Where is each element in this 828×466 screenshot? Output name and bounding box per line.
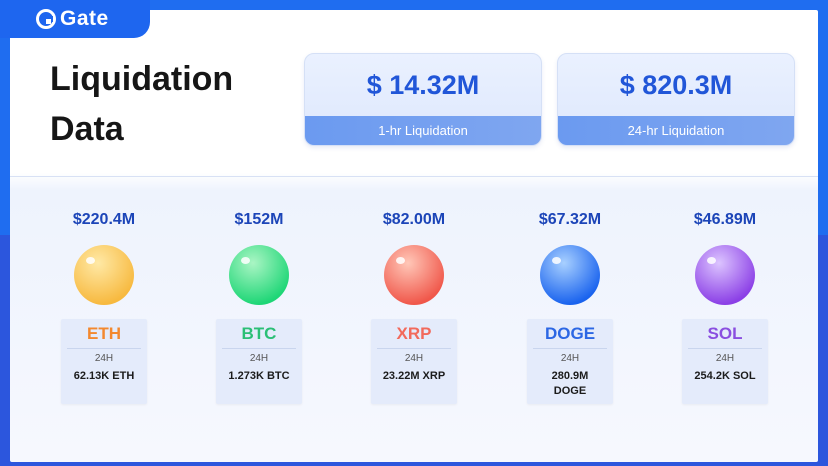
logo-tab: Gate	[0, 0, 150, 38]
coin-card: SOL 24H 254.2K SOL	[682, 319, 768, 404]
stat-card-1hr: $ 14.32M 1-hr Liquidation	[304, 53, 542, 146]
coin-period: 24H	[560, 353, 580, 364]
gate-logo: Gate	[36, 6, 109, 32]
coin-symbol: SOL	[707, 324, 743, 343]
coin-amount: $46.89M	[693, 211, 757, 228]
coin-btc: $152M BTC 24H 1.273K BTC	[199, 207, 319, 404]
coin-card: XRP 24H 23.22M XRP	[371, 319, 457, 404]
stat-label: 1-hr Liquidation	[305, 116, 541, 145]
card-divider	[67, 348, 141, 349]
stat-label: 24-hr Liquidation	[558, 116, 794, 145]
page-title: Liquidation Data	[50, 54, 233, 154]
coin-card: DOGE 24H 280.9M DOGE	[527, 319, 613, 404]
coin-quantity: 254.2K SOL	[694, 370, 756, 382]
coin-card: ETH 24H 62.13K ETH	[61, 319, 147, 404]
card-divider	[222, 348, 296, 349]
brand-name: Gate	[60, 7, 109, 30]
gate-logo-icon	[36, 9, 56, 29]
coin-xrp: $82.00M XRP 24H 23.22M XRP	[354, 207, 474, 404]
eth-coin-icon	[74, 245, 134, 305]
coin-eth: $220.4M ETH 24H 62.13K ETH	[44, 207, 164, 404]
coin-symbol: DOGE	[544, 324, 596, 343]
sol-coin-icon	[695, 245, 755, 305]
stat-card-24hr: $ 820.3M 24-hr Liquidation	[557, 53, 795, 146]
coin-period: 24H	[249, 353, 269, 364]
coin-period: 24H	[715, 353, 735, 364]
coin-symbol: ETH	[87, 324, 121, 343]
stat-value: $ 820.3M	[619, 69, 733, 100]
xrp-coin-icon	[384, 245, 444, 305]
page-title-line2: Data	[50, 110, 124, 148]
coin-quantity: 280.9M DOGE	[551, 370, 589, 397]
coin-symbol: XRP	[396, 324, 432, 343]
coin-quantity: 62.13K ETH	[73, 370, 135, 382]
coin-quantity: 1.273K BTC	[228, 370, 290, 382]
coin-quantity: 23.22M XRP	[382, 370, 446, 382]
coin-amount: $82.00M	[382, 211, 446, 228]
coin-amount: $67.32M	[538, 211, 602, 228]
stat-value: $ 14.32M	[366, 69, 480, 100]
doge-coin-icon	[540, 245, 600, 305]
card-divider	[533, 348, 607, 349]
coin-doge: $67.32M DOGE 24H 280.9M DOGE	[510, 207, 630, 404]
coin-card: BTC 24H 1.273K BTC	[216, 319, 302, 404]
coin-amount: $220.4M	[72, 211, 136, 228]
card-divider	[377, 348, 451, 349]
btc-coin-icon	[229, 245, 289, 305]
coin-period: 24H	[94, 353, 114, 364]
card-divider	[688, 348, 762, 349]
coin-symbol: BTC	[241, 324, 277, 343]
page-title-line1: Liquidation	[50, 60, 234, 98]
coin-amount: $152M	[234, 211, 284, 228]
divider	[10, 176, 818, 177]
coin-period: 24H	[404, 353, 424, 364]
coin-sol: $46.89M SOL 24H 254.2K SOL	[665, 207, 785, 404]
